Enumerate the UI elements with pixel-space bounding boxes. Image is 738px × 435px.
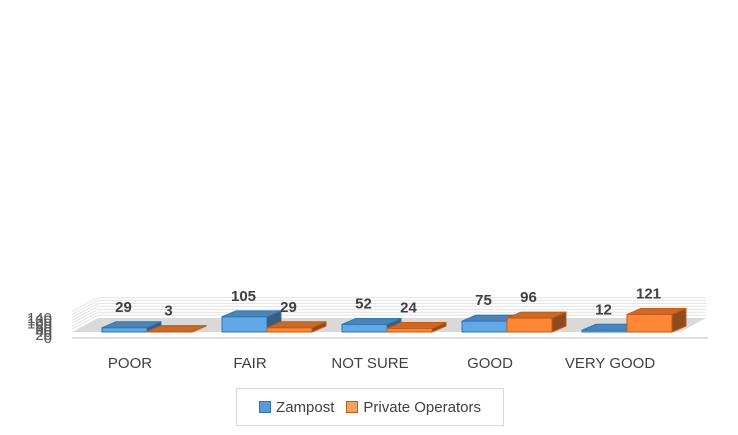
legend-item-zampost: Zampost <box>259 399 334 416</box>
data-label: 96 <box>520 289 537 306</box>
data-label: 121 <box>636 286 661 303</box>
bar-zampost <box>581 329 628 333</box>
x-tick-label: FAIR <box>233 355 267 372</box>
x-tick-label: POOR <box>108 355 152 372</box>
legend-item-private-operators: Private Operators <box>346 399 481 416</box>
data-label: 105 <box>231 288 256 305</box>
legend-label-zampost: Zampost <box>276 398 335 416</box>
bar-zampost <box>341 323 388 333</box>
data-label: 3 <box>164 303 172 320</box>
y-tick-label: 140 <box>27 310 52 327</box>
y-tick-label: 60 <box>35 321 52 338</box>
y-tick-label: 120 <box>27 313 52 330</box>
bar-zampost <box>101 327 148 333</box>
data-label: 52 <box>355 295 372 312</box>
y-tick-label: 80 <box>35 318 52 335</box>
bar-private-operators <box>266 327 313 333</box>
chart-legend: Zampost Private Operators <box>236 388 504 426</box>
bar-zampost <box>461 320 508 333</box>
gridline <box>71 305 706 321</box>
x-tick-label: VERY GOOD <box>565 355 655 372</box>
gridline <box>71 308 706 324</box>
data-label: 24 <box>400 300 417 317</box>
bar-private-operators <box>626 314 673 333</box>
gridline <box>71 311 706 327</box>
legend-label-private-operators: Private Operators <box>363 398 481 416</box>
data-label: 12 <box>595 301 612 318</box>
bar-private-operators <box>386 328 433 333</box>
y-tick-label: 20 <box>35 327 52 344</box>
bar-private-operators <box>506 317 553 333</box>
gridline <box>71 303 706 318</box>
gridline <box>71 297 706 313</box>
bar-zampost <box>221 316 268 333</box>
x-tick-label: GOOD <box>467 355 513 372</box>
y-tick-label: 0 <box>44 330 52 347</box>
data-label: 29 <box>280 299 297 316</box>
y-tick-label: 40 <box>35 324 52 341</box>
legend-swatch-zampost <box>259 401 272 413</box>
y-tick-label: 100 <box>27 316 52 333</box>
legend-swatch-private-operators <box>346 401 359 413</box>
data-label: 29 <box>115 299 132 316</box>
gridline <box>71 300 706 316</box>
data-label: 75 <box>475 292 492 309</box>
x-tick-label: NOT SURE <box>331 355 408 372</box>
